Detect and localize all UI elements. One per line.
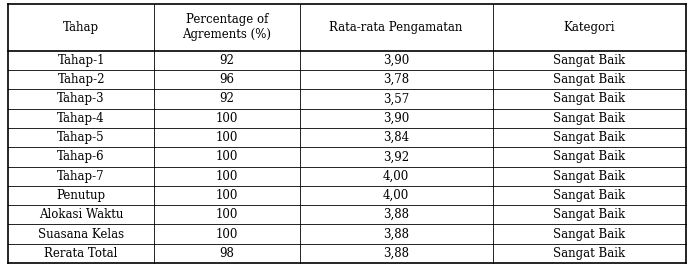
Text: Sangat Baik: Sangat Baik <box>553 227 625 241</box>
Text: 3,88: 3,88 <box>383 208 409 221</box>
Text: Tahap-2: Tahap-2 <box>58 73 105 86</box>
Text: 92: 92 <box>219 54 234 67</box>
Text: 100: 100 <box>216 170 238 183</box>
Text: 100: 100 <box>216 150 238 163</box>
Text: Tahap-1: Tahap-1 <box>58 54 105 67</box>
Text: 96: 96 <box>219 73 235 86</box>
Text: 98: 98 <box>219 247 234 260</box>
Text: 100: 100 <box>216 208 238 221</box>
Text: Rerata Total: Rerata Total <box>44 247 118 260</box>
Text: 100: 100 <box>216 112 238 125</box>
Text: Penutup: Penutup <box>57 189 105 202</box>
Text: Tahap-7: Tahap-7 <box>58 170 105 183</box>
Text: Sangat Baik: Sangat Baik <box>553 150 625 163</box>
Text: Sangat Baik: Sangat Baik <box>553 112 625 125</box>
Text: 4,00: 4,00 <box>383 189 409 202</box>
Text: 3,92: 3,92 <box>383 150 409 163</box>
Text: 3,88: 3,88 <box>383 247 409 260</box>
Text: 3,84: 3,84 <box>383 131 409 144</box>
Text: Suasana Kelas: Suasana Kelas <box>38 227 124 241</box>
Text: Sangat Baik: Sangat Baik <box>553 170 625 183</box>
Text: Sangat Baik: Sangat Baik <box>553 208 625 221</box>
Text: Rata-rata Pengamatan: Rata-rata Pengamatan <box>330 21 463 34</box>
Text: 4,00: 4,00 <box>383 170 409 183</box>
Text: Kategori: Kategori <box>564 21 615 34</box>
Text: Tahap-6: Tahap-6 <box>58 150 105 163</box>
Text: 100: 100 <box>216 189 238 202</box>
Text: 92: 92 <box>219 92 234 105</box>
Text: Tahap-4: Tahap-4 <box>58 112 105 125</box>
Text: Sangat Baik: Sangat Baik <box>553 92 625 105</box>
Text: 100: 100 <box>216 227 238 241</box>
Text: 3,88: 3,88 <box>383 227 409 241</box>
Text: 3,57: 3,57 <box>383 92 409 105</box>
Text: Tahap-3: Tahap-3 <box>58 92 105 105</box>
Text: Sangat Baik: Sangat Baik <box>553 189 625 202</box>
Text: 3,78: 3,78 <box>383 73 409 86</box>
Text: 3,90: 3,90 <box>383 112 409 125</box>
Text: Tahap: Tahap <box>63 21 99 34</box>
Text: 3,90: 3,90 <box>383 54 409 67</box>
Text: Sangat Baik: Sangat Baik <box>553 131 625 144</box>
Text: Tahap-5: Tahap-5 <box>58 131 105 144</box>
Text: 100: 100 <box>216 131 238 144</box>
Text: Sangat Baik: Sangat Baik <box>553 54 625 67</box>
Text: Percentage of
Agrements (%): Percentage of Agrements (%) <box>183 13 271 41</box>
Text: Alokasi Waktu: Alokasi Waktu <box>39 208 124 221</box>
Text: Sangat Baik: Sangat Baik <box>553 73 625 86</box>
Text: Sangat Baik: Sangat Baik <box>553 247 625 260</box>
